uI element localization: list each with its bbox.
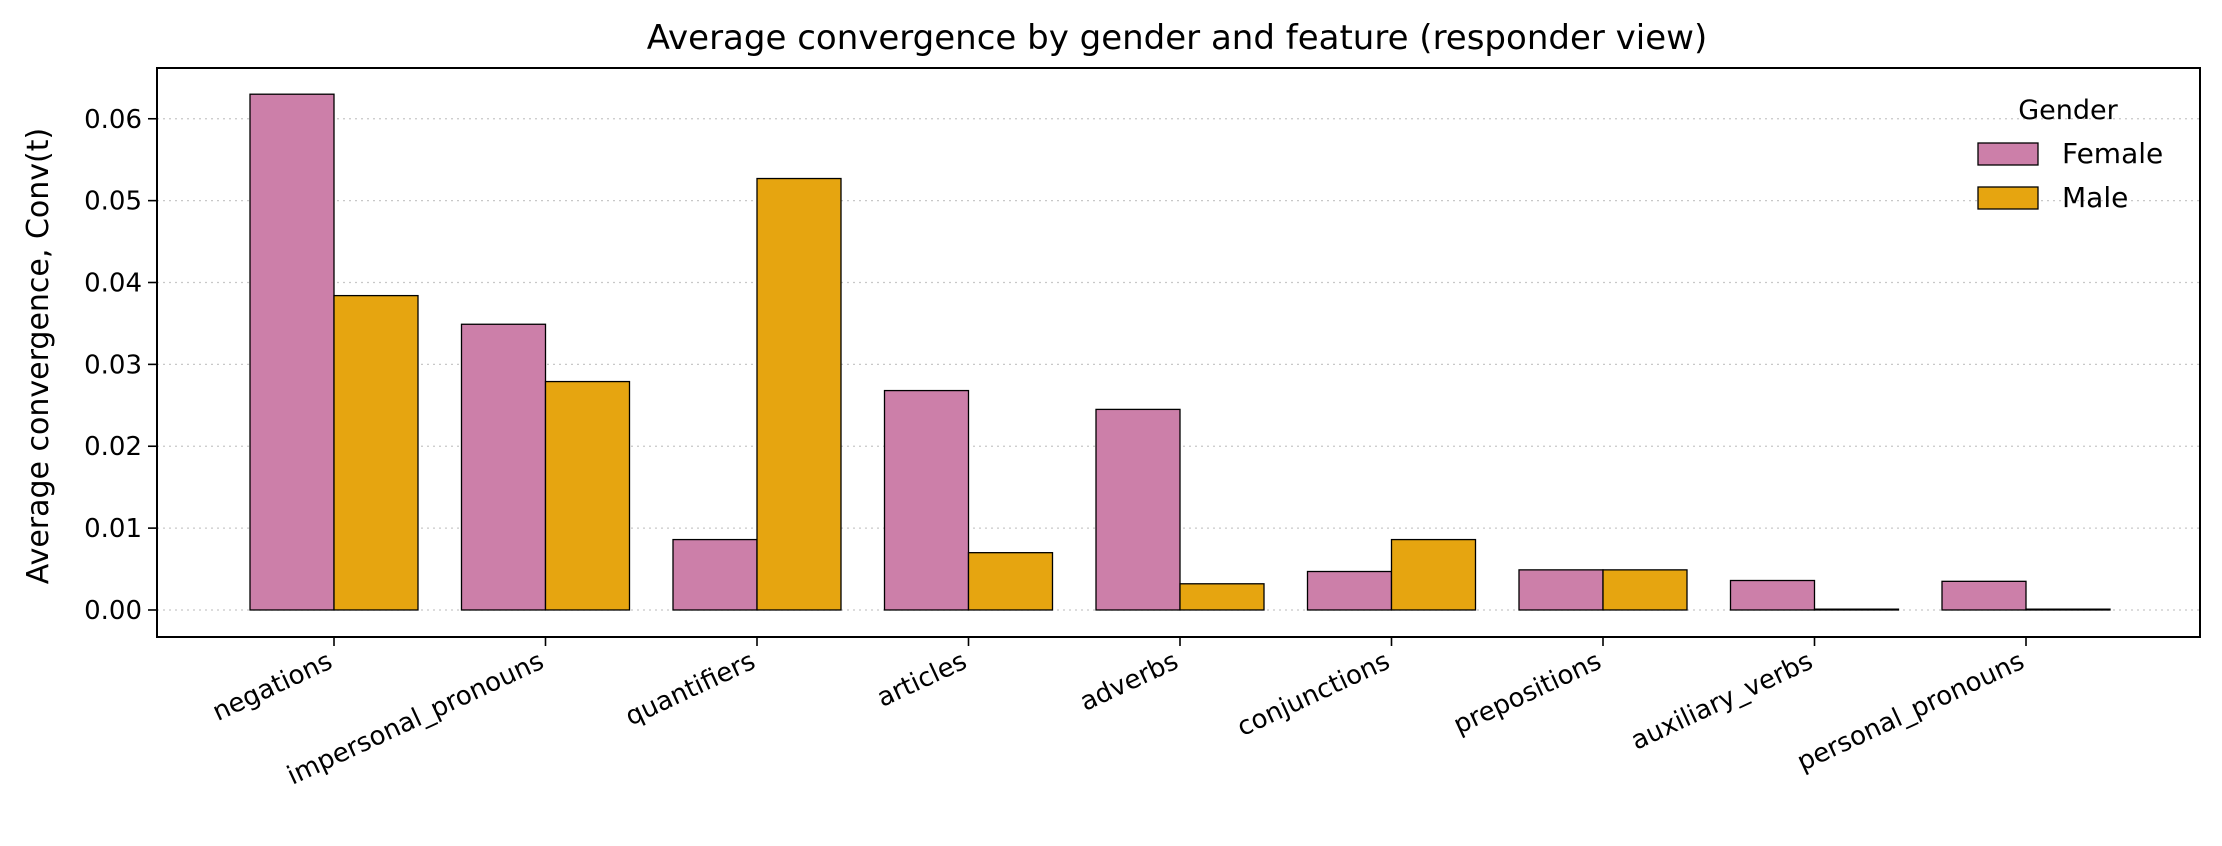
legend-swatch-female (1977, 142, 2039, 166)
y-tick-label: 0.05 (84, 187, 142, 217)
legend-title: Gender (2018, 95, 2118, 126)
bar-female-prepositions (1518, 569, 1604, 611)
legend: Gender Female Male (1977, 95, 2163, 214)
bar-female-articles (883, 389, 970, 611)
y-tick-label: 0.01 (84, 514, 142, 544)
y-axis-label: Average convergence, Conv(t) (21, 128, 56, 584)
bar-male-conjunctions (1390, 538, 1477, 611)
chart-title: Average convergence by gender and featur… (647, 18, 1707, 58)
bar-male-articles (967, 552, 1054, 611)
bar-male-quantifiers (756, 177, 842, 611)
legend-swatch-male (1977, 186, 2039, 210)
bar-female-personal_pronouns (1941, 580, 2027, 611)
bar-female-conjunctions (1306, 570, 1393, 611)
bar-male-adverbs (1179, 583, 1265, 611)
y-tick-label: 0.03 (84, 350, 142, 380)
y-tick-label: 0.04 (84, 269, 142, 299)
bar-female-quantifiers (672, 538, 758, 611)
plot-frame (156, 67, 2201, 638)
y-tick-label: 0.00 (84, 596, 142, 626)
bar-male-personal_pronouns (2025, 608, 2111, 611)
bar-female-impersonal_pronouns (460, 323, 547, 611)
bar-female-auxiliary_verbs (1729, 579, 1816, 611)
bar-male-prepositions (1602, 569, 1688, 611)
bar-male-auxiliary_verbs (1813, 608, 1900, 611)
legend-label-male: Male (2062, 181, 2128, 214)
y-tick-label: 0.02 (84, 432, 142, 462)
bar-female-adverbs (1095, 408, 1181, 611)
bar-female-negations (249, 93, 335, 611)
y-tick-label: 0.06 (84, 105, 142, 135)
bar-male-impersonal_pronouns (544, 380, 631, 611)
legend-label-female: Female (2062, 137, 2163, 170)
bars (249, 93, 2111, 611)
y-axis: 0.00 0.01 0.02 0.03 0.04 0.05 0.06 (84, 105, 157, 626)
bar-male-negations (333, 294, 419, 611)
